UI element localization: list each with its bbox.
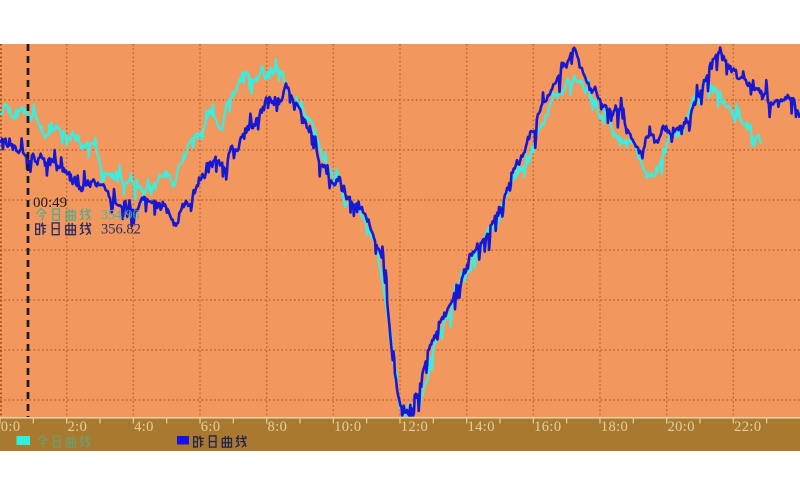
svg-text:8:0: 8:0: [268, 419, 288, 435]
svg-text:20:0: 20:0: [668, 419, 695, 435]
svg-text:6:0: 6:0: [201, 419, 221, 435]
svg-text:2:0: 2:0: [68, 419, 88, 435]
svg-text:4:0: 4:0: [134, 419, 154, 435]
svg-text:356.82: 356.82: [101, 222, 141, 238]
svg-text:10:0: 10:0: [334, 419, 361, 435]
svg-text:14:0: 14:0: [468, 419, 495, 435]
svg-text:12:0: 12:0: [401, 419, 428, 435]
svg-text:0:0: 0:0: [1, 419, 21, 435]
svg-text:354.96: 354.96: [101, 208, 140, 223]
svg-text:18:0: 18:0: [601, 419, 628, 435]
svg-text:16:0: 16:0: [534, 419, 561, 435]
svg-text:22:0: 22:0: [734, 419, 761, 435]
svg-text:00:49: 00:49: [33, 195, 67, 211]
